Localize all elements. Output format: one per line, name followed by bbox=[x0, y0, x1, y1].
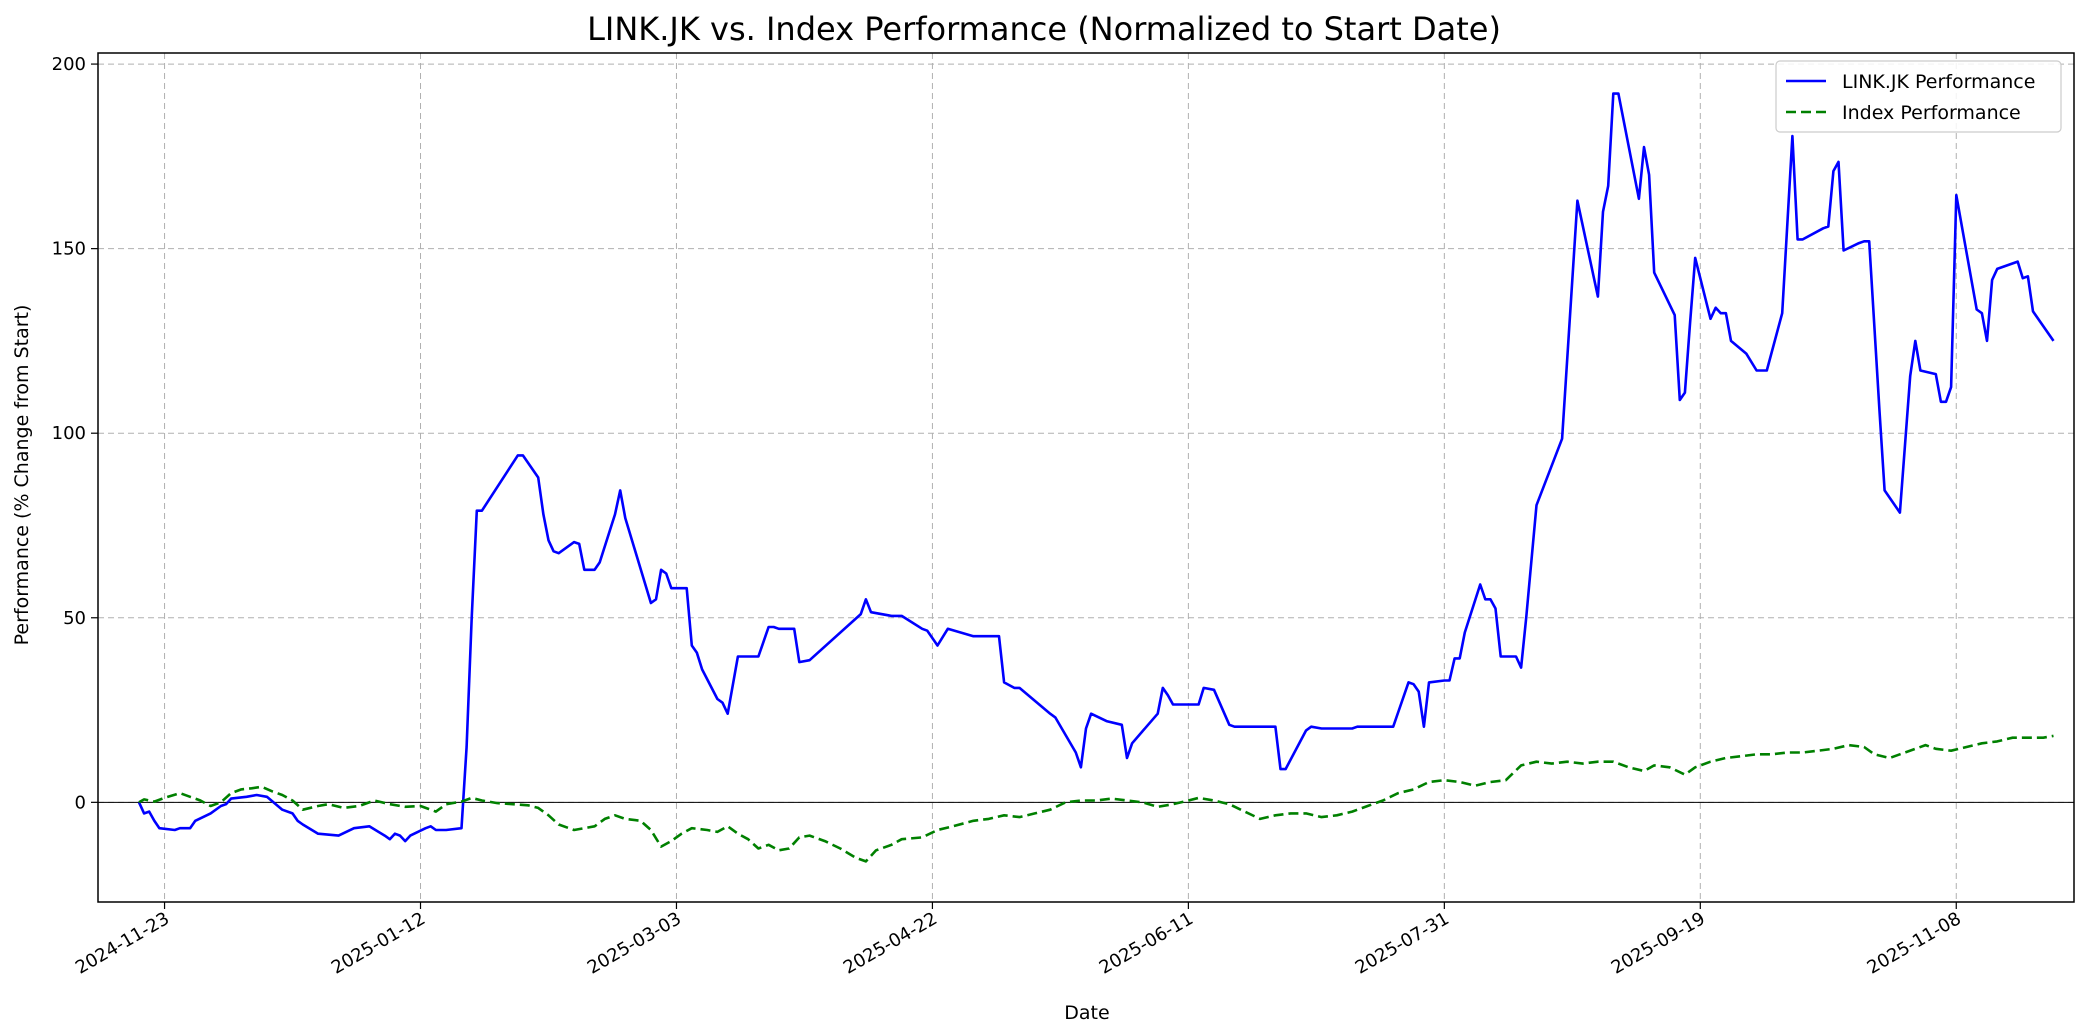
plot-frame bbox=[97, 52, 2075, 903]
x-axis-title: Date bbox=[1064, 1002, 1109, 1024]
y-tick-label: 150 bbox=[52, 239, 86, 260]
legend-label-index: Index Performance bbox=[1842, 102, 2021, 124]
y-axis-title: Performance (% Change from Start) bbox=[11, 305, 33, 646]
legend-box bbox=[1775, 60, 2062, 133]
legend-label-link: LINK.JK Performance bbox=[1842, 71, 2035, 93]
series-line-index bbox=[138, 734, 2054, 863]
chart-title: LINK.JK vs. Index Performance (Normalize… bbox=[587, 10, 1501, 48]
y-tick-label: 100 bbox=[52, 423, 86, 444]
grid bbox=[98, 53, 2074, 902]
y-tick-label: 0 bbox=[75, 792, 86, 813]
series-line-link bbox=[137, 92, 2055, 843]
y-tick-label: 200 bbox=[52, 54, 86, 75]
series-layer bbox=[137, 92, 2055, 863]
y-tick-label: 50 bbox=[63, 608, 86, 629]
legend: LINK.JK Performance Index Performance bbox=[1775, 60, 2062, 133]
